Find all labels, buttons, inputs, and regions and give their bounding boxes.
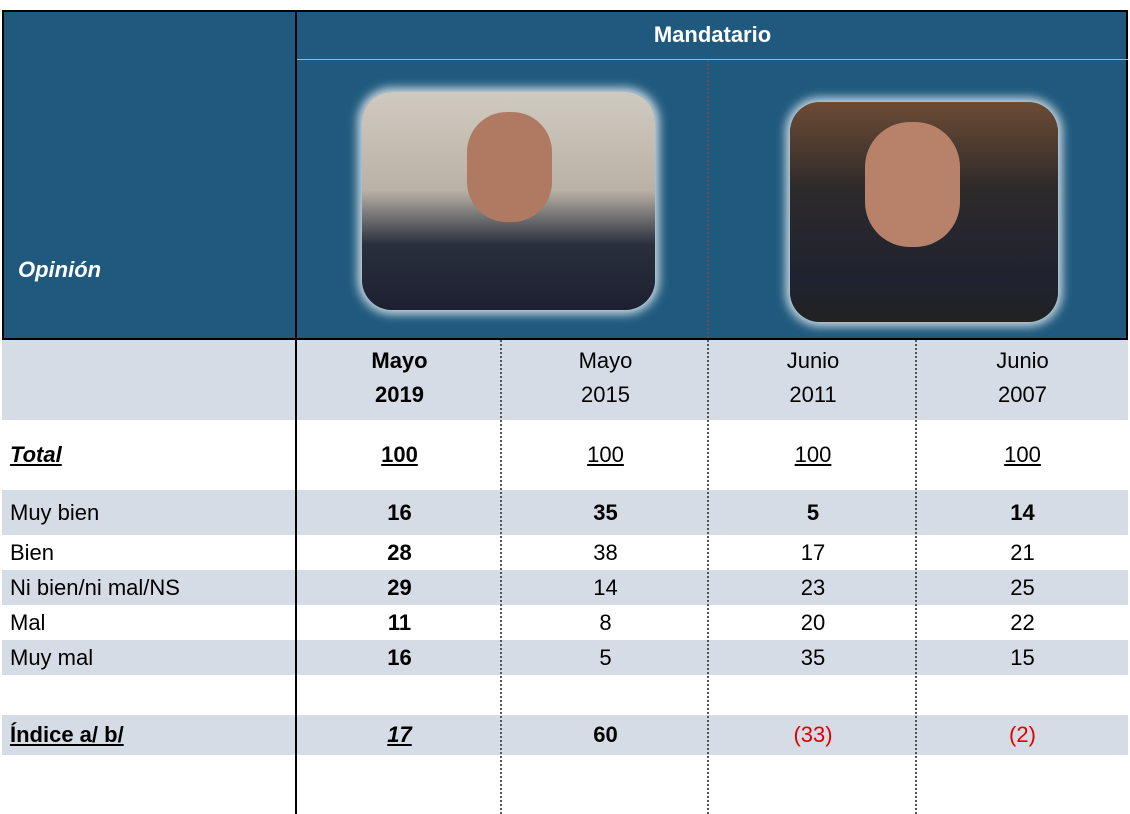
cell-value: 28: [387, 539, 412, 565]
row-label-header: Opinión: [18, 257, 102, 282]
photo-face: [865, 122, 960, 247]
cell-value: 20: [800, 609, 826, 635]
column-month: Junio: [786, 348, 840, 373]
cell-value: 35: [800, 644, 826, 670]
cell-value: 16: [387, 644, 412, 670]
cell-value: 8: [599, 609, 612, 635]
column-divider: [915, 340, 917, 814]
column-divider: [500, 340, 502, 814]
header-rule: [297, 59, 1128, 60]
header-title: Mandatario: [653, 21, 772, 47]
column-year: 2011: [789, 382, 837, 407]
cell-value: 22: [1010, 609, 1035, 635]
column-divider: [707, 60, 709, 814]
cell-value: 100: [794, 442, 832, 467]
cell-value: 35: [593, 499, 618, 525]
index-value: 60: [593, 722, 618, 747]
column-year: 2015: [581, 382, 630, 407]
cell-value: 29: [387, 574, 412, 600]
column-month: Mayo: [578, 348, 633, 373]
index-value: (33): [793, 722, 833, 747]
photo: [362, 92, 655, 310]
cell-value: 16: [387, 499, 412, 525]
index-value: (2): [1009, 722, 1036, 747]
row-label: Muy mal: [10, 644, 94, 670]
row-label: Bien: [10, 539, 55, 565]
index-value: 17: [387, 722, 412, 747]
column-month: Junio: [996, 348, 1049, 373]
photo-face: [467, 112, 552, 222]
cell-value: 14: [593, 574, 618, 600]
photo: [790, 102, 1058, 322]
column-year: 2019: [375, 382, 424, 407]
column-year: 2007: [998, 382, 1047, 407]
row-label: Muy bien: [10, 499, 100, 525]
cell-value: 17: [800, 539, 826, 565]
column-divider: [295, 10, 297, 814]
column-month: Mayo: [371, 348, 428, 373]
cell-value: 15: [1010, 644, 1035, 670]
cell-value: 5: [806, 499, 820, 525]
row-label: Mal: [10, 609, 46, 635]
cell-value: 14: [1010, 499, 1035, 525]
index-label: Índice a/ b/: [10, 722, 124, 747]
cell-value: 11: [387, 609, 412, 635]
cell-value: 100: [587, 442, 624, 467]
cell-value: 21: [1010, 539, 1035, 565]
cell-value: 23: [800, 574, 826, 600]
cell-value: 5: [599, 644, 612, 670]
row-label: Total: [10, 442, 62, 467]
cell-value: 25: [1010, 574, 1035, 600]
cell-value: 100: [1004, 442, 1041, 467]
cell-value: 100: [381, 442, 418, 467]
cell-value: 38: [593, 539, 618, 565]
row-label: Ni bien/ni mal/NS: [10, 574, 180, 600]
